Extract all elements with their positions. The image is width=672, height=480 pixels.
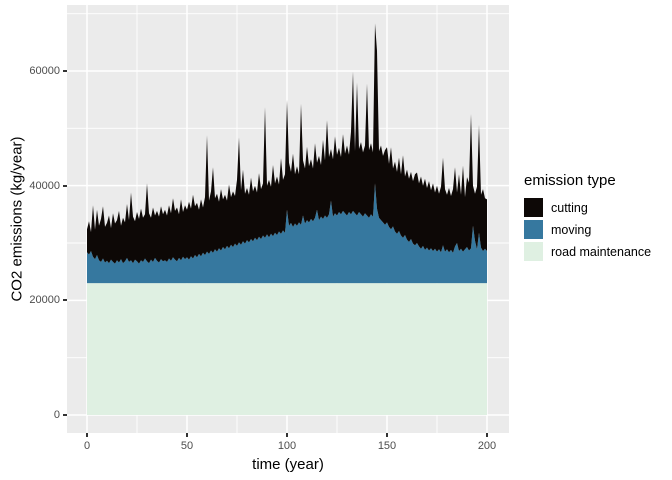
x-axis-tick [86,433,88,437]
y-axis-tick [63,184,67,187]
legend-label: road maintenance [551,244,652,259]
x-tick-label: 100 [277,440,297,452]
y-tick-label: 60000 [29,65,60,77]
y-tick-label: 0 [53,409,60,421]
legend-entry-moving: moving [524,220,670,239]
area-cutting [87,23,487,264]
x-tick-label: 200 [477,440,497,452]
legend-swatch-road-maintenance [524,242,543,261]
x-axis-tick [486,433,488,437]
plot-panel [67,5,509,433]
legend-entry-road-maintenance: road maintenance [524,242,670,261]
area-road-maintenance [87,283,487,415]
legend-title: emission type [524,172,616,189]
y-axis-title: CO2 emissions (kg/year) [8,136,26,302]
x-axis-title: time (year) [252,456,324,473]
legend-swatch-moving [524,220,543,239]
y-tick-label: 20000 [29,294,60,306]
legend-swatch-cutting [524,198,543,217]
x-tick-label: 0 [83,440,91,452]
legend-entry-cutting: cutting [524,198,670,217]
legend-label: cutting [551,200,588,215]
x-axis-tick [286,433,288,437]
x-tick-label: 50 [180,440,194,452]
x-axis-tick [186,433,188,437]
legend: emission type cutting moving road mainte… [524,172,670,264]
area-moving [87,183,487,284]
legend-label: moving [551,222,592,237]
y-axis-tick [63,70,67,72]
x-tick-label: 150 [377,440,397,452]
y-axis-tick [63,414,67,416]
panel-canvas [67,5,509,433]
y-axis-tick [63,299,67,302]
y-tick-label: 40000 [29,180,60,192]
x-axis-tick [386,433,388,437]
